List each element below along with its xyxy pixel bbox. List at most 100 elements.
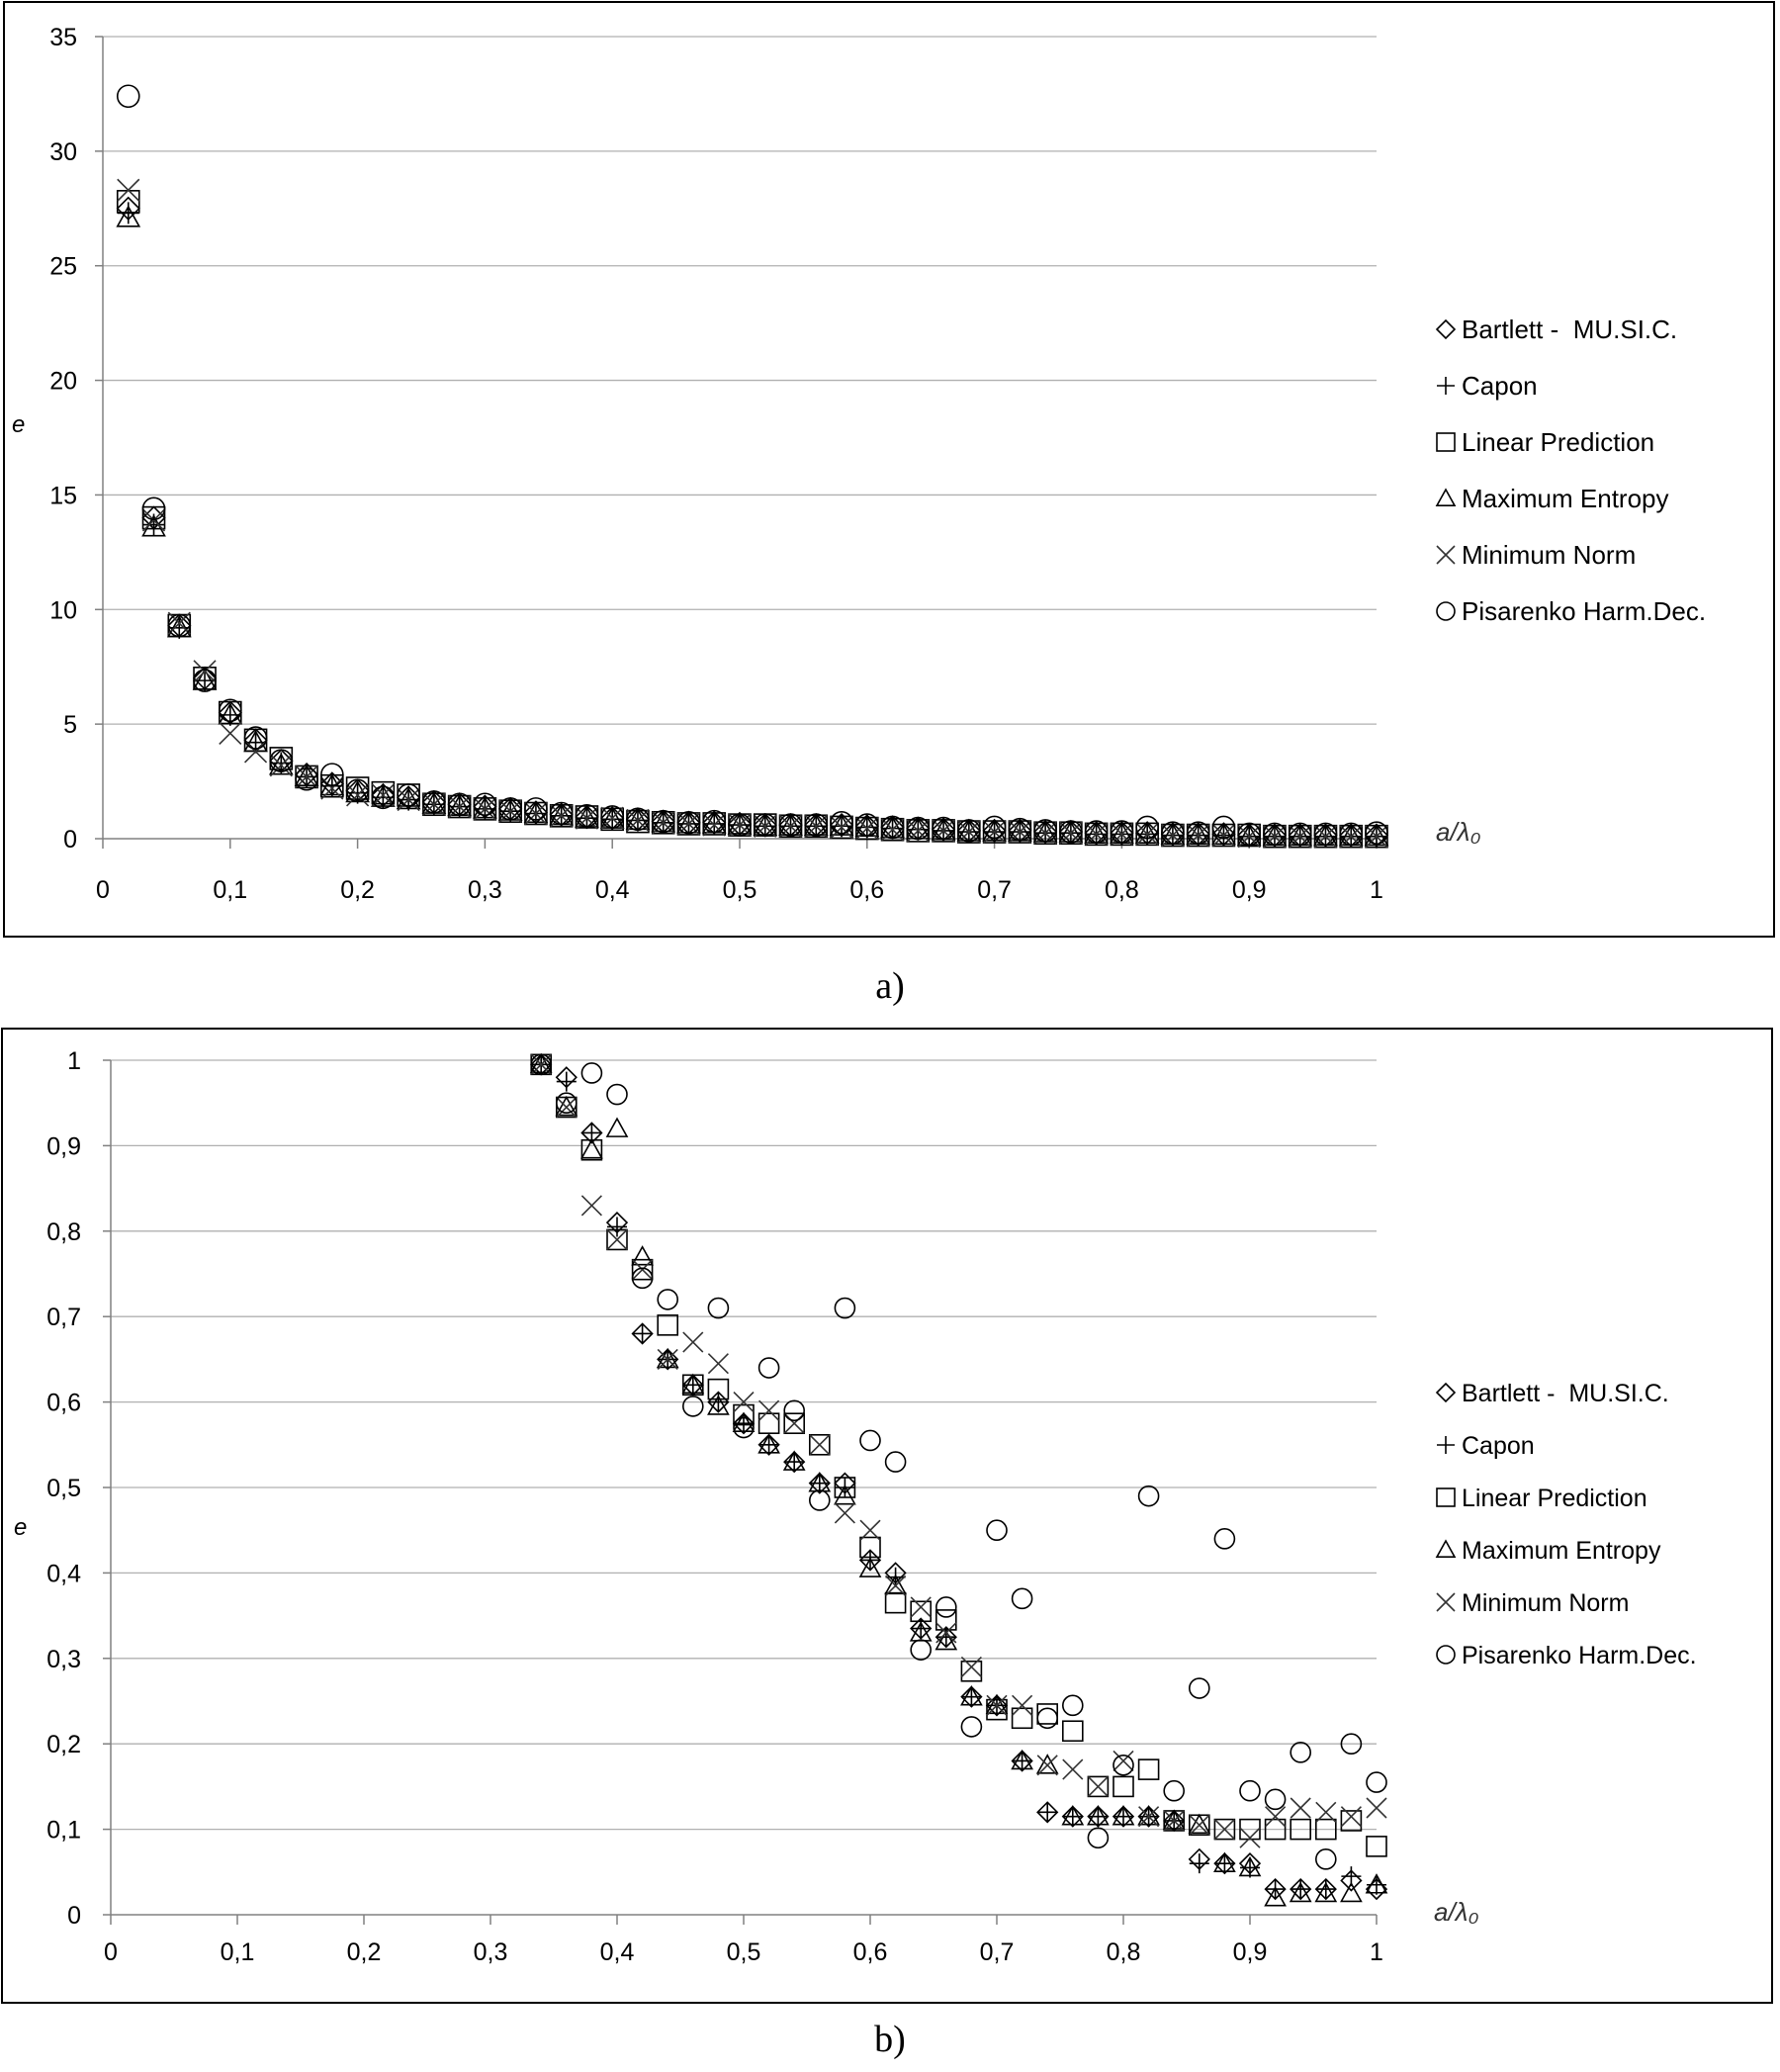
data-point-x: [1012, 1694, 1033, 1716]
data-point-triangle: [884, 1574, 907, 1595]
data-point-square: [1062, 1720, 1084, 1743]
data-point-circle: [880, 815, 905, 840]
x-tick-label: 0,6: [853, 1938, 888, 1966]
data-point-triangle: [905, 817, 931, 840]
data-point-circle: [498, 797, 522, 821]
data-point-triangle: [676, 811, 701, 834]
data-point-circle: [371, 785, 396, 810]
data-point-circle: [1062, 1694, 1084, 1717]
data-point-square: [606, 1228, 628, 1251]
data-point-plus: [758, 1434, 779, 1455]
data-point-triangle: [956, 819, 982, 842]
data-point-square: [783, 1412, 806, 1435]
legend-item: Capon: [1437, 1432, 1535, 1460]
data-point-triangle: [858, 1557, 882, 1577]
data-point-circle: [753, 813, 777, 837]
data-point-circle: [1084, 820, 1109, 844]
chart-b-caption: b): [874, 2019, 906, 2060]
legend-diamond-icon: [1435, 318, 1457, 340]
data-point-x: [422, 792, 446, 816]
legend-label: Maximum Entropy: [1462, 484, 1669, 513]
data-point-triangle: [1264, 1886, 1287, 1907]
data-point-plus: [1240, 1857, 1260, 1878]
data-point-plus: [961, 1686, 982, 1707]
data-point-triangle: [681, 1373, 705, 1395]
data-point-circle: [1161, 821, 1185, 846]
data-point-square: [986, 1698, 1008, 1721]
data-point-x: [1189, 1814, 1210, 1836]
data-point-triangle: [960, 1685, 983, 1706]
data-point-triangle: [985, 1693, 1009, 1715]
data-point-square: [1213, 1818, 1236, 1841]
data-point-x: [556, 1096, 578, 1119]
data-point-plus: [601, 808, 624, 831]
data-point-x: [397, 788, 420, 812]
data-point-circle: [243, 726, 268, 750]
data-point-x: [606, 1228, 628, 1251]
legend-item: Maximum Entropy: [1435, 1537, 1661, 1565]
x-tick-label: 0,8: [1105, 876, 1139, 904]
data-point-x: [830, 815, 853, 839]
data-point-triangle: [707, 1395, 730, 1415]
data-point-x: [682, 1331, 704, 1353]
data-point-plus: [1062, 1806, 1083, 1827]
x-tick-label: 0,1: [221, 1938, 255, 1966]
data-point-triangle: [834, 1484, 856, 1505]
chart-b-frame: [1, 1028, 1773, 2004]
legend-x-icon: [1436, 545, 1456, 565]
legend-item: Linear Prediction: [1436, 1485, 1647, 1512]
legend-item: Minimum Norm: [1436, 540, 1636, 570]
data-point-circle: [1339, 822, 1364, 847]
y-tick-label: 10: [49, 596, 77, 624]
data-point-triangle: [625, 807, 651, 831]
data-point-square: [733, 1403, 755, 1426]
data-point-circle: [397, 783, 420, 807]
data-point-circle: [167, 613, 192, 638]
data-point-circle: [422, 790, 446, 814]
data-point-square: [834, 1477, 856, 1498]
data-point-triangle: [605, 1117, 629, 1137]
data-point-square: [808, 1433, 831, 1456]
y-tick-label: 30: [49, 138, 77, 166]
data-point-square: [1340, 1810, 1363, 1832]
data-point-circle: [834, 1297, 856, 1319]
data-point-x: [219, 721, 242, 745]
data-point-triangle: [1035, 1754, 1059, 1774]
data-point-circle: [854, 813, 879, 837]
data-point-circle: [733, 1416, 755, 1439]
data-point-circle: [1264, 1788, 1287, 1811]
chart-b-ylabel: e: [14, 1514, 27, 1541]
data-point-circle: [1290, 1742, 1311, 1763]
data-point-x: [1263, 825, 1287, 849]
data-point-triangle: [1289, 1881, 1312, 1903]
chart-a-legend: Bartlett - MU.SI.C. Capon Linear Predictio…: [1435, 315, 1706, 626]
data-point-circle: [960, 1716, 983, 1738]
legend-circle-icon: [1436, 1645, 1456, 1665]
data-point-circle: [345, 778, 370, 803]
data-point-triangle: [727, 812, 753, 835]
x-tick-label: 0,5: [727, 1938, 761, 1966]
data-point-plus: [855, 816, 878, 839]
data-point-circle: [1059, 820, 1083, 844]
data-point-triangle: [803, 813, 829, 836]
data-point-circle: [1186, 821, 1210, 846]
data-point-triangle: [1314, 1881, 1338, 1903]
data-point-circle: [676, 810, 701, 835]
data-point-x: [906, 819, 930, 843]
legend-label: Pisarenko Harm.Dec.: [1462, 1642, 1697, 1669]
x-tick-label: 0,2: [340, 876, 375, 904]
data-point-triangle: [529, 1052, 553, 1074]
data-point-x: [885, 1575, 907, 1596]
data-point-triangle: [1137, 1804, 1160, 1826]
data-point-square: [1315, 1818, 1337, 1841]
data-point-triangle: [631, 1245, 654, 1266]
x-tick-label: 1: [1370, 876, 1383, 904]
data-point-x: [1187, 823, 1210, 848]
data-point-triangle: [753, 813, 778, 836]
data-point-triangle: [1213, 1851, 1236, 1872]
data-point-circle: [116, 84, 140, 109]
data-point-circle: [1313, 822, 1338, 847]
data-point-triangle: [1365, 1873, 1388, 1894]
data-point-square: [631, 1258, 654, 1281]
data-point-circle: [681, 1396, 704, 1417]
